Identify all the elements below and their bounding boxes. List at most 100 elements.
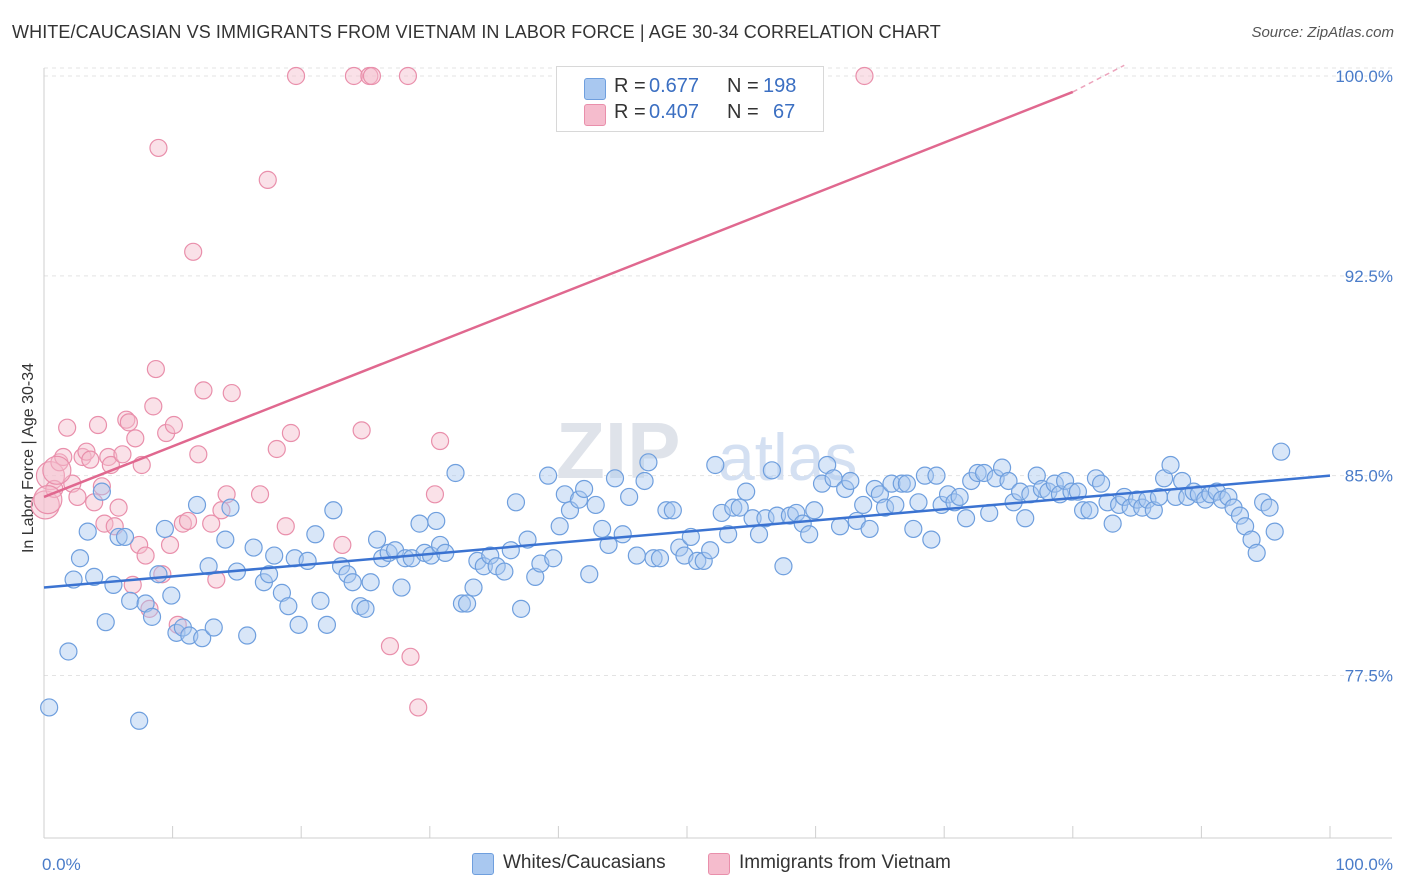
white-point — [968, 463, 987, 483]
white-point — [1161, 455, 1180, 475]
trend-line-vietnam — [43, 90, 1074, 499]
white-point — [569, 490, 589, 509]
white-point — [909, 493, 928, 512]
white-point — [620, 487, 639, 507]
r-value: 0.407 — [649, 101, 700, 123]
white-point — [396, 549, 415, 568]
white-point — [142, 607, 162, 626]
white-point — [155, 519, 174, 539]
white-point — [1272, 442, 1291, 461]
white-point — [238, 626, 257, 645]
white-point — [550, 517, 569, 536]
white-point — [593, 519, 612, 539]
vietnam-point — [95, 514, 114, 533]
vietnam-point — [189, 445, 208, 464]
vietnam-point — [88, 415, 108, 435]
white-point — [216, 530, 235, 549]
trend-line-white — [43, 474, 1331, 589]
x-tick-label: 100.0% — [1335, 855, 1393, 874]
vietnam-point — [119, 413, 138, 432]
white-point — [762, 461, 781, 480]
y-tick-label: 92.5% — [1345, 267, 1393, 286]
white-point — [701, 541, 720, 560]
n-label: N = — [727, 75, 759, 97]
white-point — [298, 551, 317, 571]
white-point — [1073, 501, 1093, 520]
white-point — [1010, 482, 1030, 501]
white-point — [974, 463, 994, 483]
white-point — [657, 501, 676, 520]
white-point — [317, 615, 337, 634]
white-point — [1027, 466, 1046, 485]
white-point — [464, 578, 483, 597]
white-point — [575, 479, 594, 499]
white-point — [85, 567, 104, 586]
white-point — [1016, 509, 1035, 528]
y-tick-label: 100.0% — [1335, 67, 1393, 86]
white-point — [78, 522, 97, 541]
white-point — [204, 618, 223, 637]
white-point — [244, 538, 263, 557]
trend-line-vietnam-extension — [1072, 64, 1125, 93]
vietnam-point — [146, 359, 165, 379]
white-point — [956, 509, 976, 528]
vietnam-point — [109, 498, 128, 517]
vietnam-point — [202, 514, 221, 533]
vietnam-point — [68, 487, 87, 507]
white-point — [1247, 543, 1266, 563]
white-point — [457, 594, 477, 613]
chart-title: WHITE/CAUCASIAN VS IMMIGRANTS FROM VIETN… — [12, 22, 941, 42]
trend-lines — [43, 64, 1331, 589]
white-point — [635, 471, 654, 491]
vietnam-point — [250, 485, 270, 504]
watermark-atlas: atlas — [718, 420, 857, 494]
white-point — [1144, 501, 1163, 520]
vietnam-point — [222, 383, 241, 403]
white-point — [324, 501, 343, 520]
white-point — [860, 519, 879, 539]
white-point — [1265, 522, 1284, 541]
r-label: R = — [614, 75, 646, 97]
vietnam-point — [430, 431, 450, 451]
white-point — [1219, 487, 1238, 507]
white-point — [1045, 474, 1064, 493]
white-point — [793, 514, 812, 533]
y-tick-label: 85.0% — [1345, 467, 1393, 486]
vietnam-point — [409, 698, 428, 717]
white-point — [730, 498, 749, 517]
white-point — [311, 591, 330, 610]
series-legend: Whites/Caucasians Immigrants from Vietna… — [0, 852, 1406, 878]
vietnam-point — [380, 637, 400, 656]
white-point — [474, 557, 493, 576]
white-point — [663, 501, 682, 520]
white-point — [356, 599, 375, 618]
vietnam-point — [81, 450, 100, 469]
vietnam-point — [352, 421, 371, 440]
white-point — [501, 541, 520, 560]
white-point — [495, 562, 514, 581]
white-point — [688, 551, 707, 571]
swatch-pink — [584, 104, 606, 126]
white-point — [580, 565, 599, 584]
swatch-pink — [708, 853, 730, 875]
white-point — [904, 519, 923, 539]
vietnam-point — [855, 66, 874, 86]
vietnam-point — [126, 429, 145, 448]
white-point — [882, 474, 901, 493]
white-point — [1080, 501, 1099, 520]
white-point — [452, 594, 472, 613]
white-point — [627, 546, 646, 565]
vietnam-point — [92, 477, 111, 496]
vietnam-point — [178, 511, 198, 531]
white-point — [1230, 506, 1250, 525]
vietnam-point — [276, 517, 295, 536]
chart-source: Source: ZipAtlas.com — [1251, 24, 1394, 41]
white-point — [950, 487, 969, 507]
vietnam-point — [160, 535, 180, 555]
gridlines — [44, 67, 1392, 676]
white-point — [800, 525, 819, 544]
white-point — [70, 549, 90, 568]
vietnam-point — [173, 514, 192, 533]
white-point — [892, 474, 911, 493]
